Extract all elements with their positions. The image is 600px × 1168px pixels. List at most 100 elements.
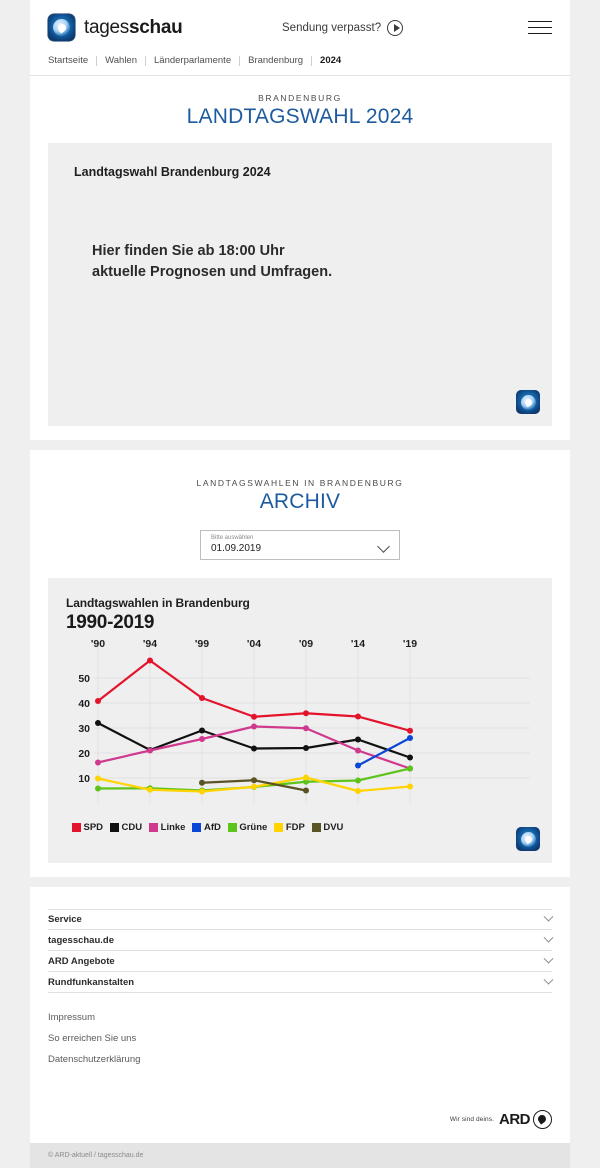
archive-title: ARCHIV <box>259 490 341 513</box>
breadcrumb-separator <box>96 55 98 66</box>
archive-header: LANDTAGSWAHLEN IN BRANDENBURG ARCHIV Bit… <box>30 450 570 560</box>
chart-point-fdp <box>251 783 257 790</box>
breadcrumb-item-laenderparlamente[interactable]: Länderparlamente <box>154 55 232 66</box>
footer-link-impressum[interactable]: Impressum <box>48 1012 95 1023</box>
chart-point-dvu <box>303 787 309 794</box>
election-date-select[interactable]: Bitte auswählen 01.09.2019 <box>200 530 400 560</box>
legend-label: AfD <box>203 822 221 833</box>
burger-line <box>528 26 552 29</box>
chart-point-linke <box>355 747 361 754</box>
footer-link-datenschutz[interactable]: Datenschutzerklärung <box>48 1054 141 1065</box>
accordion-label: tagesschau.de <box>48 934 114 946</box>
chart-point-grüne <box>407 765 413 772</box>
band-gap <box>0 877 600 887</box>
legend-swatch-icon <box>192 823 202 832</box>
legend-swatch-icon <box>110 823 120 832</box>
legend-label: Linke <box>160 822 186 833</box>
legend-swatch-icon <box>227 823 237 832</box>
archive-chart-card: Landtagswahlen in Brandenburg 1990-2019 … <box>48 578 552 863</box>
archive-band: LANDTAGSWAHLEN IN BRANDENBURG ARCHIV Bit… <box>30 450 570 877</box>
chart-point-spd <box>407 727 413 734</box>
footer-accordion-rundfunkanstalten[interactable]: Rundfunkanstalten <box>48 972 554 993</box>
legend-item-fdp[interactable]: FDP <box>274 822 305 833</box>
page-kicker: BRANDENBURG <box>258 93 342 103</box>
teaser-message-line-1: Hier finden Sie ab 18:00 Uhr <box>92 243 285 259</box>
chart-point-fdp <box>147 786 153 793</box>
legend-item-grüne[interactable]: Grüne <box>227 822 267 833</box>
breadcrumb-item-wahlen[interactable]: Wahlen <box>105 55 137 66</box>
footer-links: Impressum So erreichen Sie uns Datenschu… <box>48 993 552 1070</box>
legend-label: CDU <box>121 822 143 833</box>
footer-accordion-tagesschau-de[interactable]: tagesschau.de <box>48 930 554 951</box>
hamburger-menu-icon[interactable] <box>528 20 552 35</box>
x-axis-tick-label: '09 <box>299 640 313 650</box>
band-gap <box>0 440 600 450</box>
chevron-down-icon[interactable] <box>543 953 554 964</box>
x-axis-tick-label: '14 <box>351 640 365 650</box>
chart-point-cdu <box>95 720 101 726</box>
chart-point-cdu <box>251 745 257 752</box>
teaser-message-line-2: aktuelle Prognosen und Umfragen. <box>92 264 333 281</box>
y-axis-tick-label: 40 <box>78 698 90 710</box>
chevron-down-icon[interactable] <box>543 974 554 985</box>
legend-swatch-icon <box>311 823 321 832</box>
copyright-text: © ARD-aktuell / tagesschau.de <box>48 1152 144 1159</box>
ard-logo-icon <box>533 1110 552 1129</box>
chart-point-cdu <box>199 727 205 734</box>
chevron-down-icon[interactable] <box>543 932 554 943</box>
wordmark: tagesschau <box>84 16 183 39</box>
wordmark-bold: schau <box>128 16 183 38</box>
legend-item-dvu[interactable]: DVU <box>311 822 343 833</box>
chart-point-grüne <box>303 778 309 785</box>
breadcrumb-item-brandenburg[interactable]: Brandenburg <box>248 55 304 66</box>
ard-claim: Wir sind deins. <box>449 1116 494 1123</box>
legend-swatch-icon <box>274 823 284 832</box>
x-axis-tick-label: '90 <box>91 640 105 650</box>
chart-point-grüne <box>355 777 361 784</box>
chart-point-fdp <box>199 788 205 795</box>
chart-point-spd <box>95 698 101 704</box>
page-title-block: BRANDENBURG LANDTAGSWAHL 2024 <box>30 76 570 143</box>
chart-point-cdu <box>355 736 361 743</box>
chart-point-cdu <box>407 754 413 761</box>
chart-point-linke <box>95 759 101 766</box>
band-bottom-spacer <box>30 426 570 440</box>
sendung-verpasst-link[interactable]: Sendung verpasst? <box>282 19 404 36</box>
chevron-down-icon[interactable] <box>543 911 554 922</box>
select-floating-label: Bitte auswählen <box>211 535 254 541</box>
accordion-label: Service <box>48 914 82 925</box>
chart-point-spd <box>355 713 361 720</box>
legend-item-linke[interactable]: Linke <box>149 822 185 833</box>
legend-item-cdu[interactable]: CDU <box>110 822 142 833</box>
site-logo[interactable]: tagesschau <box>48 14 183 41</box>
site-header: tagesschau Sendung verpasst? <box>30 0 570 55</box>
burger-line <box>528 32 552 35</box>
chart-plot-area: 10 20 30 40 50 '90 '94 '99 '04 '09 '14 '19 <box>66 640 534 815</box>
legend-item-afd[interactable]: AfD <box>192 822 221 833</box>
breadcrumb-item-2024[interactable]: 2024 <box>320 55 342 66</box>
tagesschau-badge-icon <box>516 827 540 851</box>
chart-point-fdp <box>407 783 413 790</box>
breadcrumb-separator <box>239 55 241 66</box>
chart-kicker: Landtagswahlen in Brandenburg <box>66 596 250 610</box>
chart-point-spd <box>251 713 257 720</box>
chart-point-cdu <box>303 745 309 751</box>
x-axis-tick-label: '04 <box>247 640 261 650</box>
play-icon[interactable] <box>387 19 404 36</box>
footer-link-kontakt[interactable]: So erreichen Sie uns <box>48 1033 137 1044</box>
wordmark-light: tages <box>84 16 129 38</box>
breadcrumb-item-startseite[interactable]: Startseite <box>48 55 89 66</box>
sendung-label: Sendung verpasst? <box>282 21 382 34</box>
teaser-card-title: Landtagswahl Brandenburg 2024 <box>74 165 271 179</box>
legend-swatch-icon <box>72 823 81 832</box>
y-axis-tick-label: 10 <box>78 773 90 785</box>
y-axis-tick-label: 30 <box>78 723 90 735</box>
footer-accordion-ard-angebote[interactable]: ARD Angebote <box>48 951 554 972</box>
legend-label: SPD <box>83 822 104 833</box>
footer-band: Service tagesschau.de ARD Angebote Rundf… <box>30 887 570 1168</box>
ard-wordmark: ARD <box>499 1111 531 1128</box>
chart-point-linke <box>199 736 205 742</box>
breadcrumb-separator <box>311 55 313 66</box>
legend-item-spd[interactable]: SPD <box>72 822 103 833</box>
footer-accordion-service[interactable]: Service <box>48 909 554 930</box>
